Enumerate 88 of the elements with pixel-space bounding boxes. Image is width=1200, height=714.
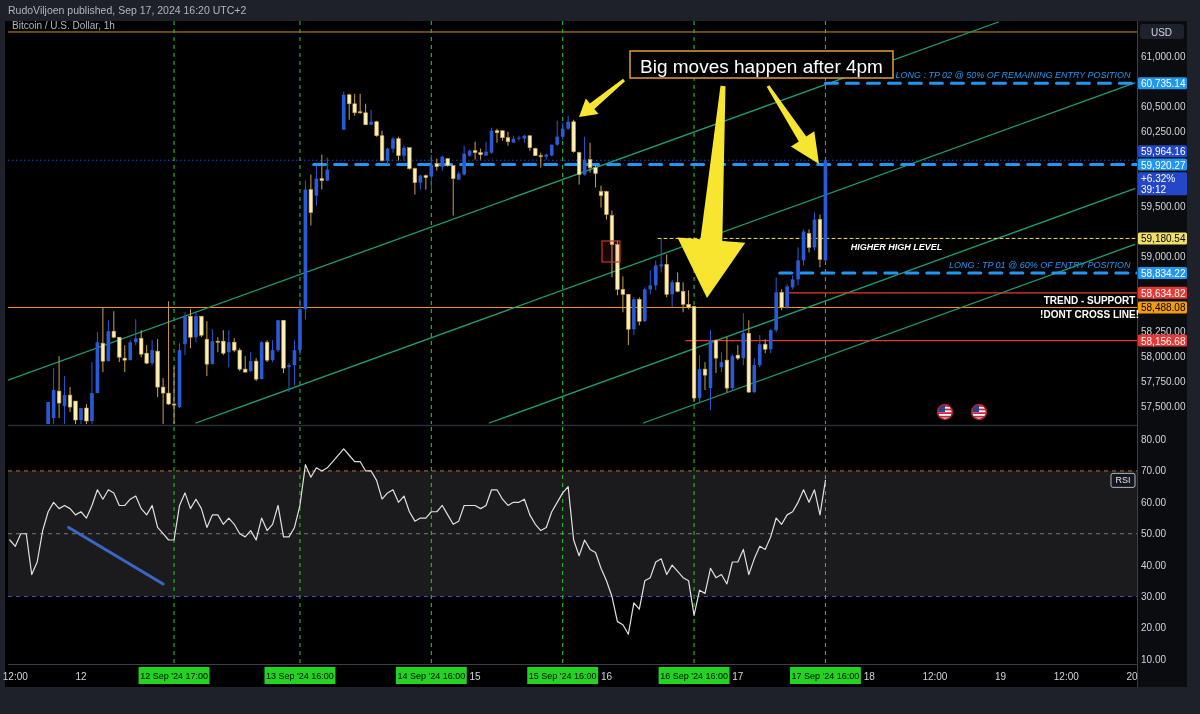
candlestick [735, 344, 740, 361]
y-tick-label: 59,500.00 [1141, 201, 1186, 213]
candlestick [396, 136, 401, 162]
candlestick [796, 246, 800, 286]
y-tick-label: 61,000.00 [1141, 51, 1186, 63]
candlestick [308, 174, 313, 226]
x-tick-label: 19 [995, 670, 1007, 682]
annotation: TREND - SUPPORT [1043, 294, 1136, 306]
candlestick [122, 344, 127, 373]
y-tick-label: 70.00 [1141, 465, 1167, 477]
candlestick [779, 288, 784, 311]
y-tick-label: 60.00 [1141, 496, 1167, 508]
x-tick-label: 12:00 [2, 670, 29, 682]
y-tick-label: 57,750.00 [1141, 375, 1186, 387]
text: RudoViljoen published, Sep 17, 2024 16:20 UTC+2 [8, 4, 247, 16]
text: RSI [1115, 475, 1131, 486]
candlestick [462, 145, 466, 177]
candlestick [56, 355, 62, 419]
candlestick [757, 334, 762, 368]
ref-line-label: 15 Sep '24 16:00 [528, 671, 597, 681]
text: +6.32% [1141, 172, 1176, 184]
candlestick [199, 315, 204, 338]
ref-line-label: 17 Sep '24 16:00 [791, 671, 860, 681]
x-tick-label: 18 [863, 670, 876, 682]
ref-line-label: 58,488.08 [1141, 301, 1186, 313]
ref-line-label: 16 Sep '24 16:00 [660, 671, 728, 681]
candlestick [555, 120, 560, 147]
candlestick [402, 145, 406, 162]
data-label: 59,180.54 [1141, 232, 1186, 244]
y-tick-label: 60,500.00 [1141, 101, 1186, 113]
candlestick [265, 339, 270, 363]
y-axis-title: USD [1150, 26, 1173, 37]
candlestick [637, 296, 642, 326]
candlestick [577, 151, 582, 186]
line-series [9, 448, 827, 635]
candlestick [369, 109, 373, 126]
ref-line-label: 14 Sep '24 16:00 [397, 671, 466, 681]
candlestick [670, 279, 674, 308]
annotation: LONG : TP 02 @ 50% OF REMAINING ENTRY POSITION [895, 70, 1132, 81]
y-tick-label: 10.00 [1141, 653, 1167, 665]
candlestick [226, 329, 231, 368]
ref-line-label: 13 Sep '24 16:00 [266, 671, 334, 681]
candlestick [150, 339, 154, 366]
data-label: 58,834.22 [1141, 267, 1186, 279]
x-tick-label: 17 [732, 670, 744, 682]
data-label: 59,920.27 [1141, 159, 1186, 171]
y-tick-label: 60,250.00 [1141, 126, 1186, 138]
y-tick-label: 50.00 [1141, 528, 1167, 540]
ref-line-label: 12 Sep '24 17:00 [140, 671, 208, 681]
y-tick-label: 20.00 [1141, 622, 1167, 634]
chart-title: Bitcoin / U.S. Dollar, 1h [12, 20, 115, 31]
annotation: HIGHER HIGH LEVEL [850, 242, 943, 253]
candlestick [254, 357, 259, 382]
candlestick [785, 283, 789, 310]
candlestick [319, 154, 324, 191]
candlestick [806, 228, 812, 253]
candlestick [287, 362, 291, 393]
x-tick-label: 12 [75, 670, 87, 682]
y-tick-label: 30.00 [1141, 591, 1167, 603]
x-tick-label: 20 [1126, 670, 1138, 682]
y-tick-label: 58,000.00 [1141, 350, 1186, 362]
data-label: 60,735.14 [1141, 77, 1186, 89]
y-tick-label: 57,500.00 [1141, 400, 1186, 412]
x-tick-label: 15 [469, 670, 482, 682]
x-tick-label: 16 [600, 670, 613, 682]
y-tick-label: 80.00 [1141, 434, 1167, 446]
y-tick-label: 40.00 [1141, 559, 1167, 571]
candlestick [713, 338, 719, 374]
candlestick [194, 310, 198, 343]
candlestick [702, 361, 708, 391]
candlestick [648, 269, 653, 295]
data-label: 58,634.82 [1141, 287, 1186, 299]
candlestick [84, 403, 89, 424]
x-tick-label: 12:00 [1053, 670, 1080, 682]
candlestick [517, 135, 521, 142]
candlestick [484, 141, 488, 157]
annotation: !DONT CROSS LINE! [1040, 309, 1139, 321]
data-label: 58,156.68 [1141, 335, 1186, 347]
text: 39:12 [1141, 183, 1167, 195]
candlestick [100, 306, 105, 373]
y-tick-label: 59,000.00 [1141, 250, 1186, 262]
annotation: Big moves happen after 4pm [640, 55, 883, 76]
candlestick [188, 308, 193, 349]
x-tick-label: 12:00 [922, 670, 948, 682]
ref-line-label: 59,964.16 [1141, 145, 1186, 157]
candlestick [133, 318, 138, 346]
candlestick [768, 328, 773, 354]
y-tick-label: 58,250.00 [1141, 325, 1186, 337]
